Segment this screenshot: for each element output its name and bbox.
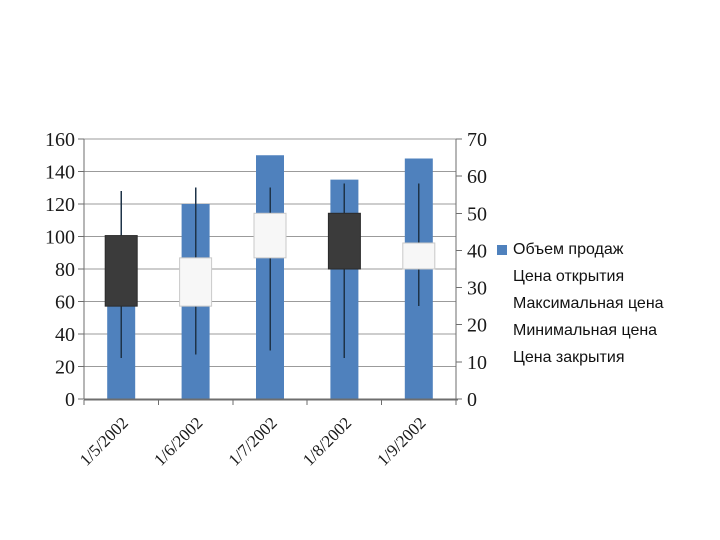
left-axis-label: 0 bbox=[65, 389, 75, 411]
legend-label-low: Минимальная цена bbox=[513, 321, 658, 339]
legend-label-close: Цена закрытия bbox=[513, 348, 625, 366]
x-axis-date-label: 1/7/2002 bbox=[225, 413, 281, 469]
left-axis-label: 60 bbox=[55, 292, 75, 314]
right-axis-label: 70 bbox=[467, 129, 487, 151]
up-candle-body bbox=[253, 212, 287, 259]
legend-item-volume: Объем продаж bbox=[497, 236, 664, 263]
right-axis-label: 50 bbox=[467, 203, 487, 225]
legend-item-open: Цена открытия bbox=[497, 263, 664, 290]
right-axis-label: 0 bbox=[467, 389, 477, 411]
x-axis-date-label: 1/5/2002 bbox=[76, 413, 132, 469]
x-axis-date-label: 1/8/2002 bbox=[299, 413, 355, 469]
x-axis-date-label: 1/6/2002 bbox=[150, 413, 206, 469]
right-axis-label: 20 bbox=[467, 315, 487, 337]
legend-label-high: Максимальная цена bbox=[513, 294, 664, 312]
left-axis-label: 100 bbox=[45, 227, 75, 249]
right-axis-label: 10 bbox=[467, 352, 487, 374]
left-axis-label: 140 bbox=[45, 162, 75, 184]
left-axis-label: 160 bbox=[45, 129, 75, 151]
right-axis-label: 40 bbox=[467, 240, 487, 262]
right-axis-label: 30 bbox=[467, 278, 487, 300]
volume-series-swatch-icon bbox=[497, 244, 507, 255]
x-axis-date-label: 1/9/2002 bbox=[373, 413, 429, 469]
left-axis-label: 120 bbox=[45, 194, 75, 216]
legend-label-volume: Объем продаж bbox=[513, 240, 624, 258]
up-candle-body bbox=[179, 257, 213, 307]
chart-legend: Объем продаж Цена открытия Максимальная … bbox=[497, 236, 664, 371]
up-candle-body bbox=[402, 242, 436, 270]
left-axis-label: 80 bbox=[55, 259, 75, 281]
legend-item-close: Цена закрытия bbox=[497, 344, 664, 371]
left-axis-label: 20 bbox=[55, 357, 75, 379]
down-candle-body bbox=[104, 235, 138, 307]
legend-label-open: Цена открытия bbox=[513, 267, 625, 285]
down-candle-body bbox=[327, 212, 361, 270]
right-axis-label: 60 bbox=[467, 166, 487, 188]
left-axis-label: 40 bbox=[55, 324, 75, 346]
legend-item-low: Минимальная цена bbox=[497, 317, 664, 344]
legend-item-high: Максимальная цена bbox=[497, 290, 664, 317]
